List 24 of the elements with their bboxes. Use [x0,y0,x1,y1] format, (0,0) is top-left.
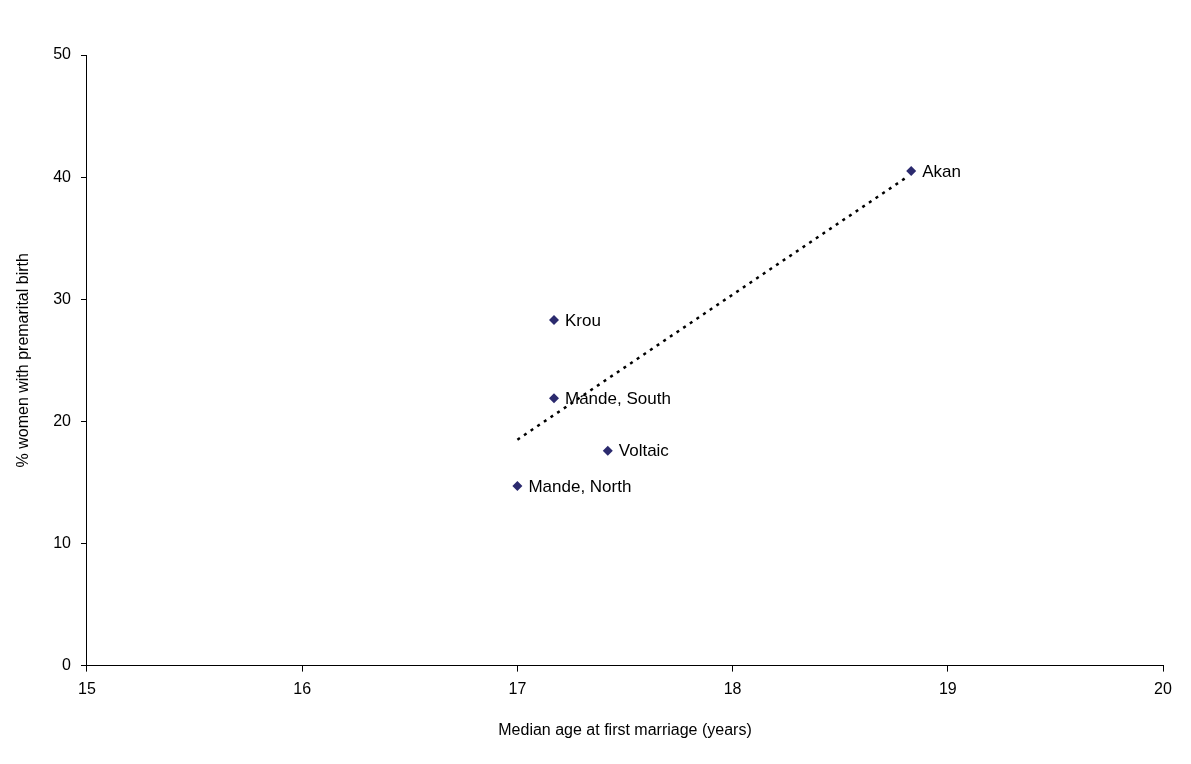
point [906,166,917,177]
annotation: Mande, North [528,476,632,496]
x-tick-label: 20 [1154,679,1172,697]
annotation: Voltaic [618,441,670,461]
y-tick-label: 40 [53,167,72,185]
annotation: Akan [922,161,961,181]
x-tick-label: 15 [78,679,96,697]
y-tick-label: 0 [62,656,72,674]
annotation: Krou [564,310,601,330]
y-tick-label: 50 [53,45,72,63]
y-tick-label: 20 [53,411,72,429]
x-tick-label: 19 [938,679,957,697]
point [548,393,559,404]
point [548,315,559,325]
point [512,481,523,492]
y-tick-label: 30 [53,289,72,307]
y-tick-label: 10 [53,533,72,551]
x-tick-label: 17 [508,679,527,697]
annotation: Mande, South [564,388,671,408]
y-axis-title: % women with premarital birth [14,253,32,468]
x-tick-label: 18 [723,679,742,697]
point [602,445,613,456]
x-tick-label: 16 [293,679,312,697]
x-axis-title: Median age at first marriage (years) [498,720,752,738]
